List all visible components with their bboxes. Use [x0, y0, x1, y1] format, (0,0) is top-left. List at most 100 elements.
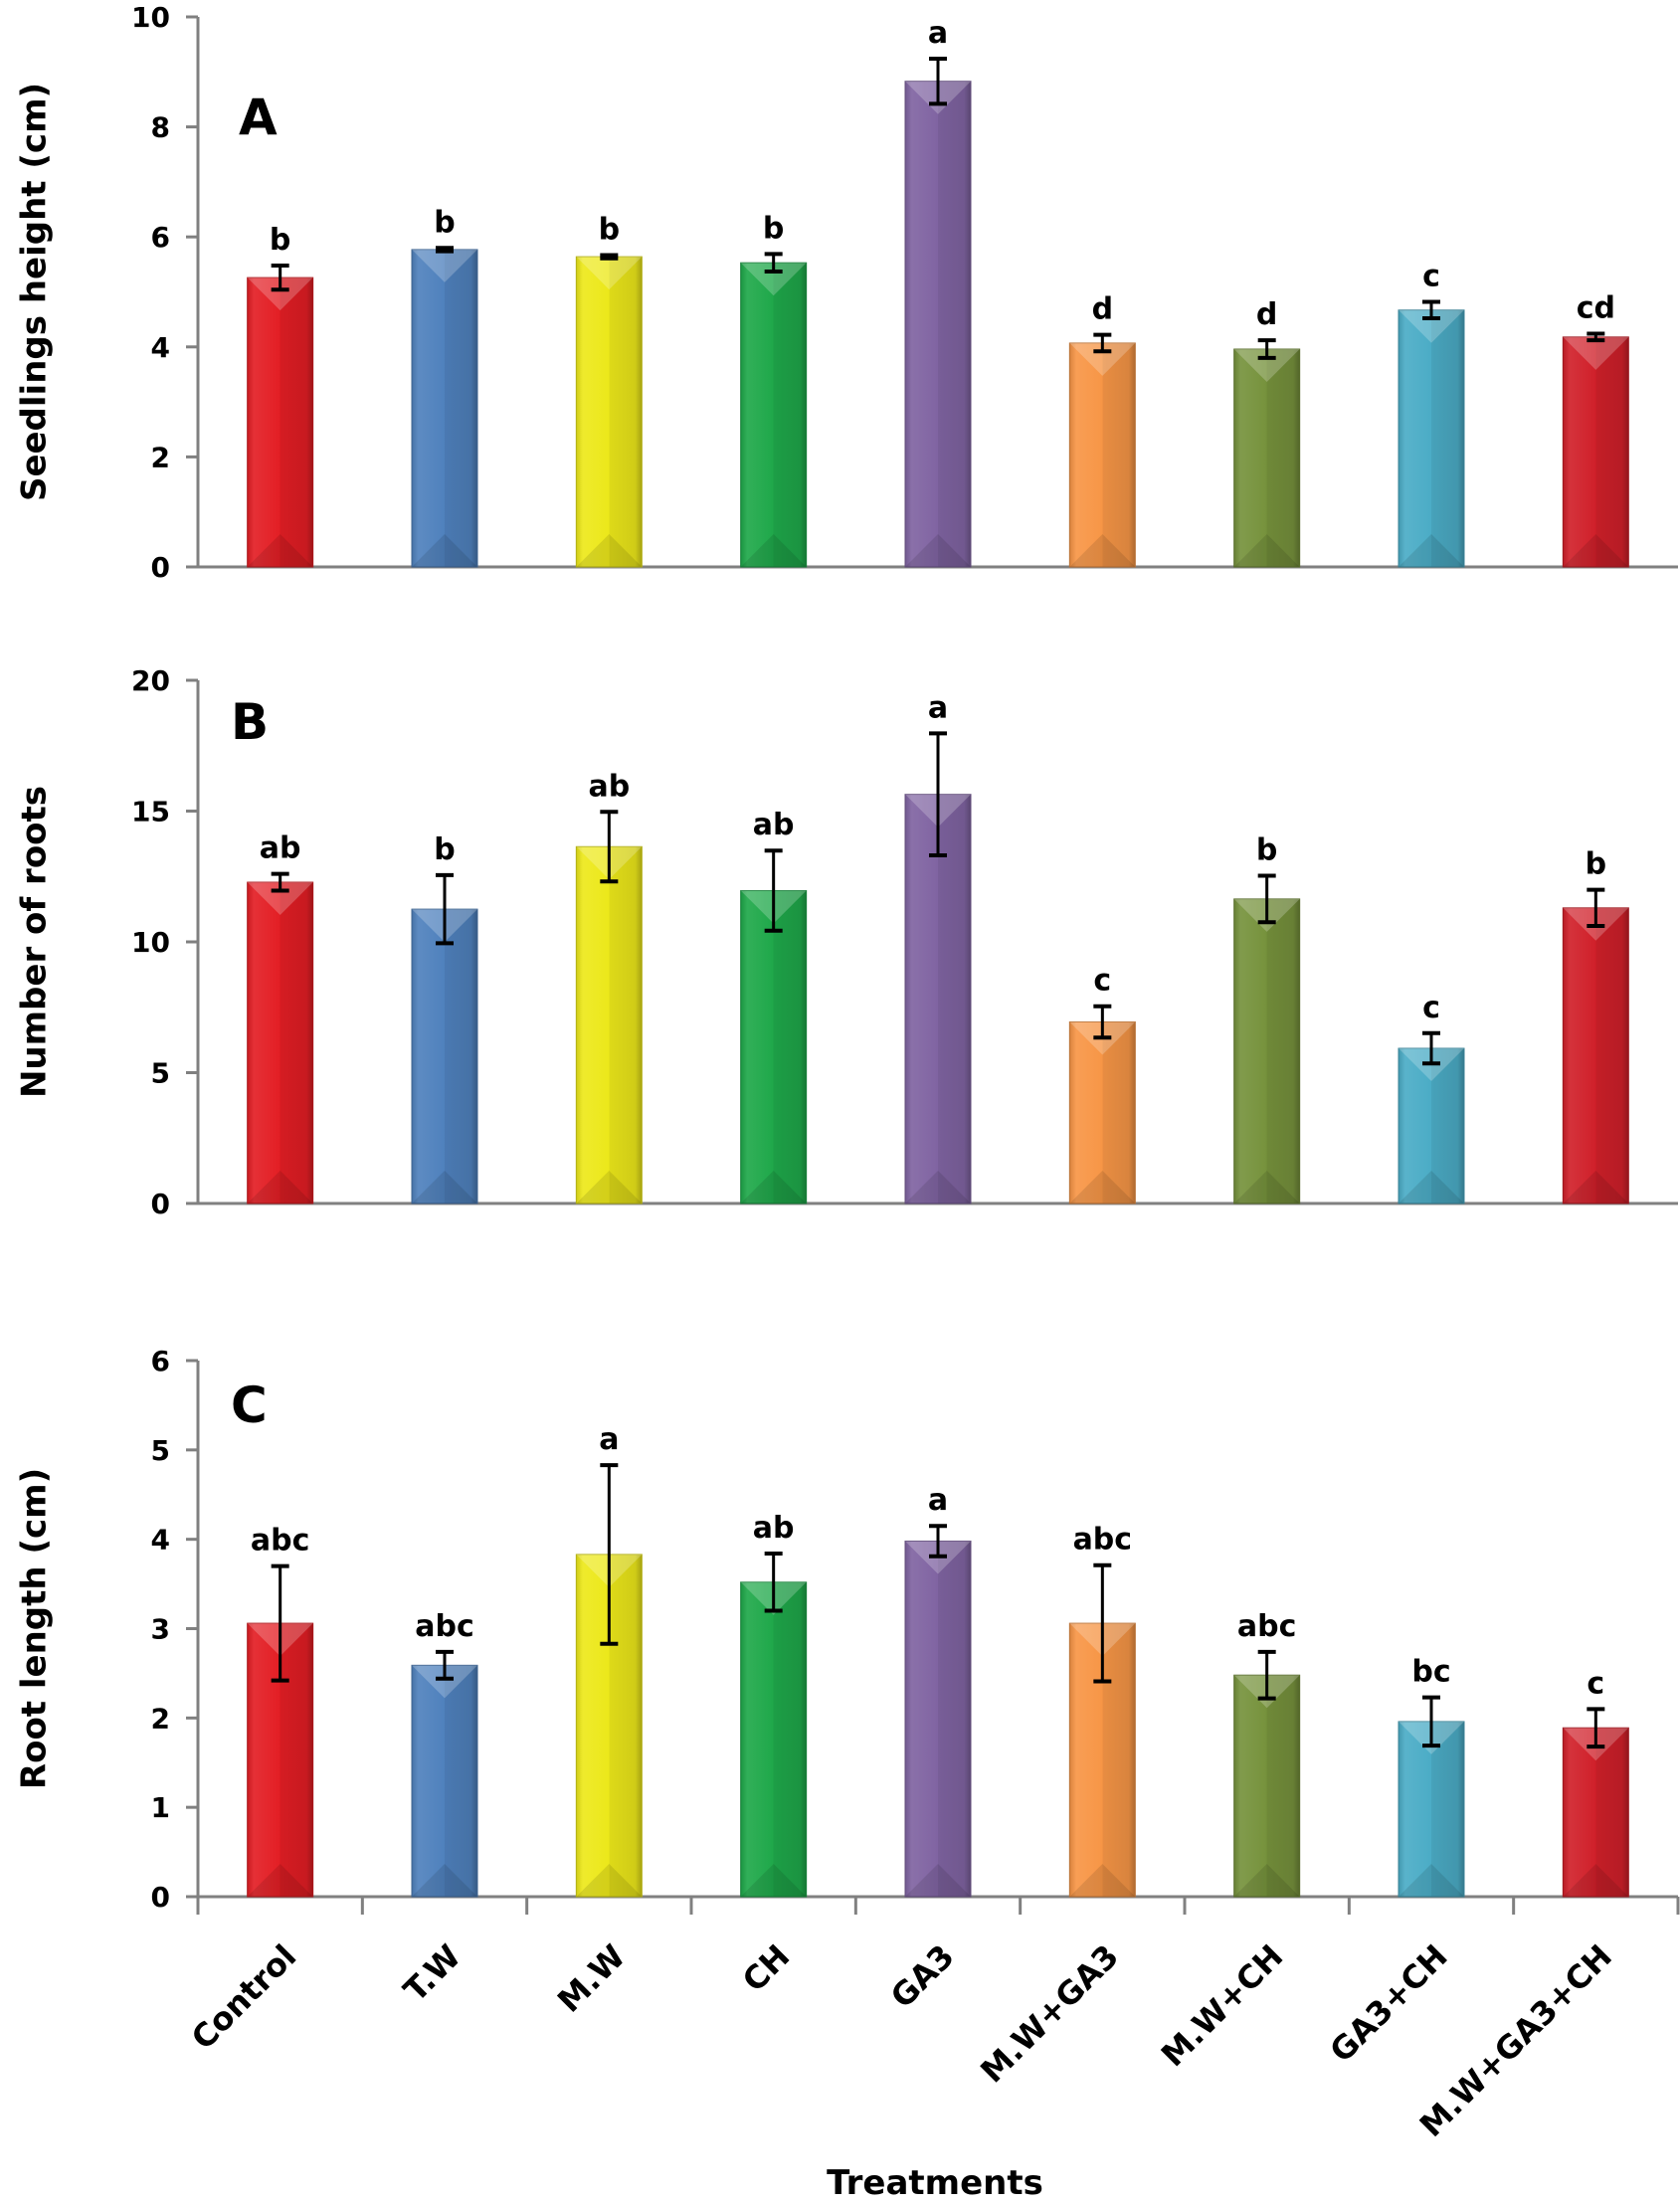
bar-M.W	[575, 845, 643, 1204]
bar-bevel-bottom	[576, 534, 643, 567]
significance-label: ab	[753, 808, 795, 842]
bar	[740, 889, 808, 1204]
bar-bevel-bottom	[1563, 1171, 1629, 1203]
y-tick-label: 0	[151, 1188, 170, 1220]
bar-bevel-bottom	[1399, 1171, 1464, 1203]
x-tick-label: T.W	[396, 1937, 467, 2009]
error-bar	[271, 871, 289, 893]
significance-label: b	[763, 211, 784, 246]
bar	[411, 1664, 478, 1898]
bar-bevel-top	[1563, 336, 1629, 370]
bar-bevel-top	[412, 249, 477, 282]
bar-CH	[740, 262, 808, 568]
bar-bevel-bottom	[1563, 1864, 1629, 1897]
bar-M.W+GA3	[1068, 1622, 1136, 1898]
bar-T.W	[411, 249, 478, 568]
significance-label: c	[1587, 1666, 1604, 1701]
bar-bevel-top	[247, 882, 313, 916]
bar-bevel-bottom	[740, 534, 807, 567]
x-tick-label: GA3+CH	[1322, 1937, 1454, 2070]
error-bar	[764, 848, 783, 933]
bar	[247, 881, 314, 1204]
bar-bevel-bottom	[905, 1171, 971, 1203]
error-bar	[436, 1649, 454, 1681]
significance-label: abc	[1073, 1523, 1133, 1558]
x-axis-title: Treatments	[827, 2163, 1043, 2203]
bar	[904, 1540, 972, 1898]
bar-M.W+CH	[1233, 898, 1301, 1204]
bar-bevel-bottom	[1233, 1171, 1300, 1203]
bar-GA3+CH	[1398, 1047, 1465, 1204]
error-bar	[1422, 1695, 1440, 1748]
bar-bevel-bottom	[1399, 1864, 1464, 1897]
y-tick-label: 4	[151, 1524, 170, 1557]
bar	[1233, 1674, 1301, 1898]
significance-label: abc	[1237, 1609, 1297, 1644]
bar	[1562, 336, 1629, 568]
bar-bevel-top	[412, 1665, 477, 1699]
bar-bevel-bottom	[1069, 1171, 1136, 1203]
y-tick-label: 15	[131, 796, 170, 828]
bar	[1398, 1721, 1465, 1898]
bar-M.W+CH	[1233, 1674, 1301, 1898]
bar-Control	[247, 881, 314, 1204]
significance-label: c	[1422, 259, 1440, 293]
bar	[1398, 1047, 1465, 1204]
significance-label: a	[928, 690, 948, 725]
y-tick-label: 5	[151, 1057, 170, 1090]
significance-label: d	[1256, 297, 1277, 332]
error-bar	[600, 810, 619, 884]
bar-GA3	[904, 1540, 972, 1898]
bar-CH	[740, 1581, 808, 1898]
significance-label: ab	[753, 1511, 795, 1546]
error-bar	[271, 1563, 289, 1683]
significance-label: a	[928, 1483, 948, 1518]
x-tick-label: GA3	[883, 1937, 962, 2016]
significance-label: b	[434, 205, 455, 240]
x-tick-label: M.W	[550, 1937, 633, 2020]
bar-Control	[247, 276, 314, 568]
bar-T.W	[411, 1664, 478, 1898]
significance-label: bc	[1411, 1655, 1450, 1690]
bar-GA3	[904, 81, 972, 568]
bar-bevel-bottom	[576, 1171, 643, 1203]
y-tick-label: 2	[151, 1702, 170, 1735]
y-tick-label: 10	[131, 926, 170, 959]
significance-label: b	[270, 223, 290, 258]
panel-B: 0 5 10 15 20 Number of roots Bab b ab ab a c b c b	[15, 664, 1678, 1220]
bar-M.W+GA3	[1068, 342, 1136, 568]
bar-bevel-bottom	[905, 534, 971, 567]
bar-bevel-bottom	[1069, 1864, 1136, 1897]
bar	[575, 845, 643, 1204]
x-tick-label: Control	[184, 1937, 303, 2057]
bar	[411, 249, 478, 568]
bar-M.W+CH	[1233, 348, 1301, 568]
bar-bevel-bottom	[1069, 534, 1136, 567]
error-bar	[1587, 1707, 1605, 1749]
x-tick-label: M.W+CH	[1154, 1937, 1290, 2074]
bar-bevel-bottom	[247, 1171, 313, 1203]
error-bar	[1257, 1649, 1276, 1701]
error-bar	[1093, 1004, 1112, 1040]
significance-label: b	[434, 832, 455, 867]
bar-bevel-bottom	[740, 1171, 807, 1203]
error-bar	[764, 1552, 783, 1613]
panel-letter: B	[231, 693, 269, 751]
bar-bevel-top	[576, 257, 643, 290]
bar-bevel-bottom	[247, 1864, 313, 1897]
significance-label: abc	[251, 1524, 310, 1559]
bar-M.W+GA3+CH	[1562, 1727, 1629, 1898]
y-tick-label: 5	[151, 1434, 170, 1467]
bar	[1233, 898, 1301, 1204]
y-tick-label: 4	[151, 331, 170, 364]
error-bar	[600, 1463, 619, 1646]
y-tick-label: 10	[131, 1, 170, 34]
bar-bevel-top	[1233, 349, 1300, 383]
error-bar	[1422, 299, 1440, 321]
bar-GA3+CH	[1398, 309, 1465, 568]
bar	[1068, 1622, 1136, 1898]
bar-bevel-bottom	[247, 534, 313, 567]
bar	[904, 794, 972, 1204]
significance-label: c	[1422, 991, 1440, 1025]
